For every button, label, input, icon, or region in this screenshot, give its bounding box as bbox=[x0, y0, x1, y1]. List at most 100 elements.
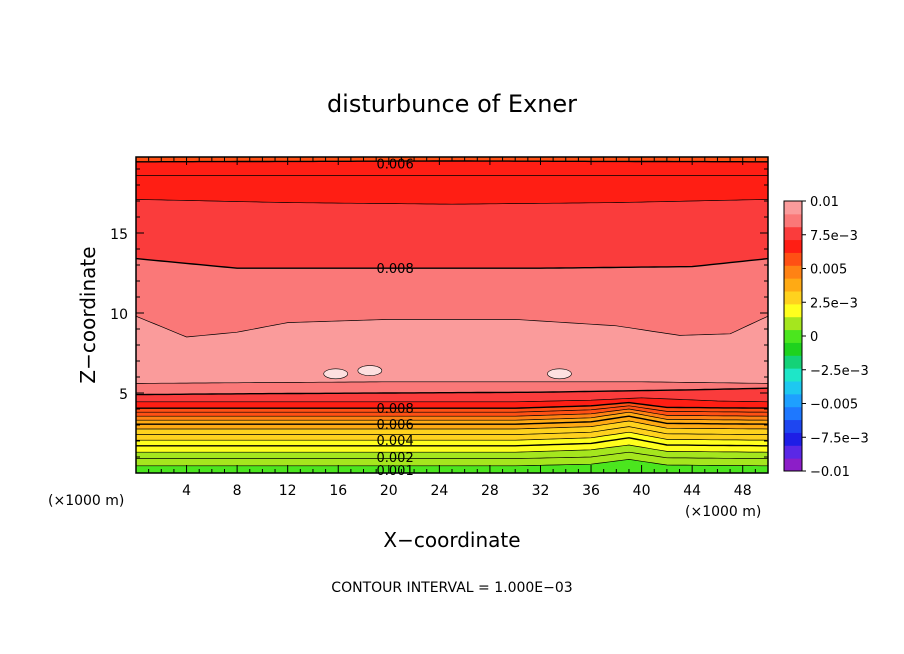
x-tick-label: 32 bbox=[532, 483, 550, 499]
contour-band bbox=[136, 409, 768, 421]
contour-band bbox=[136, 405, 768, 417]
contour-line bbox=[136, 451, 768, 459]
y-tick-label: 15 bbox=[110, 227, 128, 243]
colorbar-tick-label: 0.01 bbox=[810, 195, 839, 210]
contour-band bbox=[136, 199, 768, 269]
contour-line bbox=[136, 415, 768, 425]
colorbar-tick-label: −7.5e−3 bbox=[810, 431, 869, 446]
contour-max-region bbox=[357, 365, 383, 376]
colorbar-swatch bbox=[784, 291, 802, 305]
contour-band bbox=[136, 258, 768, 337]
x-unit-label-left: (×1000 m) bbox=[48, 493, 124, 509]
x-tick-labels: 4 8 12 16 20 24 28 32 36 40 44 48 bbox=[182, 483, 752, 499]
contour-label: 0.004 bbox=[377, 434, 414, 449]
x-tick-label: 28 bbox=[481, 483, 499, 499]
colorbar-tick-label: 0.005 bbox=[810, 263, 847, 278]
colorbar-swatch bbox=[784, 432, 802, 446]
contour-label: 0.006 bbox=[377, 157, 414, 172]
y-tick-label: 5 bbox=[119, 387, 128, 403]
contour-band bbox=[136, 426, 768, 441]
contour-line bbox=[136, 397, 768, 403]
colorbar-swatch bbox=[784, 368, 802, 382]
contour-line bbox=[136, 459, 768, 467]
colorbar-swatch bbox=[784, 303, 802, 318]
contour-line bbox=[136, 431, 768, 441]
colorbar-swatch bbox=[784, 342, 802, 356]
colorbar-tick-label: −2.5e−3 bbox=[810, 364, 869, 379]
x-tick-label: 48 bbox=[734, 483, 752, 499]
x-tick-label: 16 bbox=[329, 483, 347, 499]
contour-line bbox=[136, 381, 768, 384]
contour-band bbox=[136, 445, 768, 459]
contour-band bbox=[136, 381, 768, 395]
contour-label: 0.008 bbox=[377, 402, 414, 417]
x-tick-label: 44 bbox=[683, 483, 701, 499]
x-tick-label: 4 bbox=[182, 483, 191, 499]
colorbar-tick-label: 2.5e−3 bbox=[810, 296, 858, 311]
colorbar-swatch bbox=[784, 329, 802, 343]
y-tick-labels: 5 10 15 bbox=[110, 227, 128, 403]
contour-line bbox=[136, 315, 768, 338]
contour-line bbox=[136, 387, 768, 396]
contour-line bbox=[136, 437, 768, 447]
contour-band bbox=[136, 421, 768, 435]
contour-line-layer bbox=[136, 160, 768, 467]
x-tick-label: 40 bbox=[633, 483, 651, 499]
contour-max-region bbox=[547, 368, 572, 380]
contour-band bbox=[136, 397, 768, 409]
colorbar-tick-label: −0.005 bbox=[810, 398, 858, 413]
contour-line bbox=[136, 405, 768, 413]
chart-title: disturbunce of Exner bbox=[327, 90, 577, 118]
contour-max-region bbox=[323, 368, 349, 380]
x-tick-label: 24 bbox=[430, 483, 448, 499]
contour-band bbox=[136, 452, 768, 466]
y-axis-title: Z−coordinate bbox=[76, 246, 100, 383]
colorbar-swatch bbox=[784, 406, 802, 421]
colorbar-tick-label: 7.5e−3 bbox=[810, 229, 858, 244]
colorbar-swatch bbox=[784, 278, 802, 292]
contour-line bbox=[136, 199, 768, 205]
x-tick-label: 36 bbox=[582, 483, 600, 499]
contour-label: 0.008 bbox=[377, 262, 414, 277]
contour-band bbox=[136, 437, 768, 453]
colorbar-tick-label: −0.01 bbox=[810, 465, 850, 480]
contour-line bbox=[136, 411, 768, 421]
x-tick-label: 8 bbox=[233, 483, 242, 499]
contour-band bbox=[136, 175, 768, 205]
contour-band bbox=[136, 459, 768, 473]
contour-band bbox=[136, 316, 768, 384]
contour-fill-layer bbox=[136, 157, 768, 473]
colorbar-swatch bbox=[784, 419, 802, 433]
contour-line bbox=[136, 426, 768, 435]
colorbar-swatch bbox=[784, 393, 802, 408]
contour-band bbox=[136, 161, 768, 176]
tick-marks bbox=[136, 157, 768, 473]
x-axis-title: X−coordinate bbox=[383, 528, 520, 552]
colorbar-swatch bbox=[784, 201, 802, 215]
colorbar-tick-labels: 0.01 7.5e−3 0.005 2.5e−3 0 −2.5e−3 −0.005 −7.5e… bbox=[810, 195, 869, 480]
colorbar-swatch bbox=[784, 458, 802, 472]
y-tick-label: 10 bbox=[110, 307, 128, 323]
colorbar-swatch bbox=[784, 213, 802, 228]
x-tick-label: 20 bbox=[380, 483, 398, 499]
contour-line bbox=[136, 420, 768, 430]
contour-label: 0.001 bbox=[377, 464, 414, 479]
contour-interval-note: CONTOUR INTERVAL = 1.000E−03 bbox=[331, 580, 572, 596]
colorbar-swatch bbox=[784, 265, 802, 279]
contour-label: 0.006 bbox=[377, 418, 414, 433]
colorbar-swatch bbox=[784, 226, 802, 241]
colorbar-swatch bbox=[784, 445, 802, 459]
colorbar bbox=[783, 200, 806, 472]
colorbar-swatch bbox=[784, 239, 802, 253]
contour-line bbox=[136, 401, 768, 409]
contour-line bbox=[136, 444, 768, 453]
contour-line bbox=[136, 160, 768, 163]
colorbar-swatch bbox=[784, 355, 802, 369]
colorbar-swatch bbox=[784, 316, 802, 331]
colorbar-swatch bbox=[784, 252, 802, 266]
contour-line bbox=[136, 257, 768, 269]
contour-line bbox=[136, 408, 768, 417]
colorbar-tick-label: 0 bbox=[810, 330, 818, 345]
